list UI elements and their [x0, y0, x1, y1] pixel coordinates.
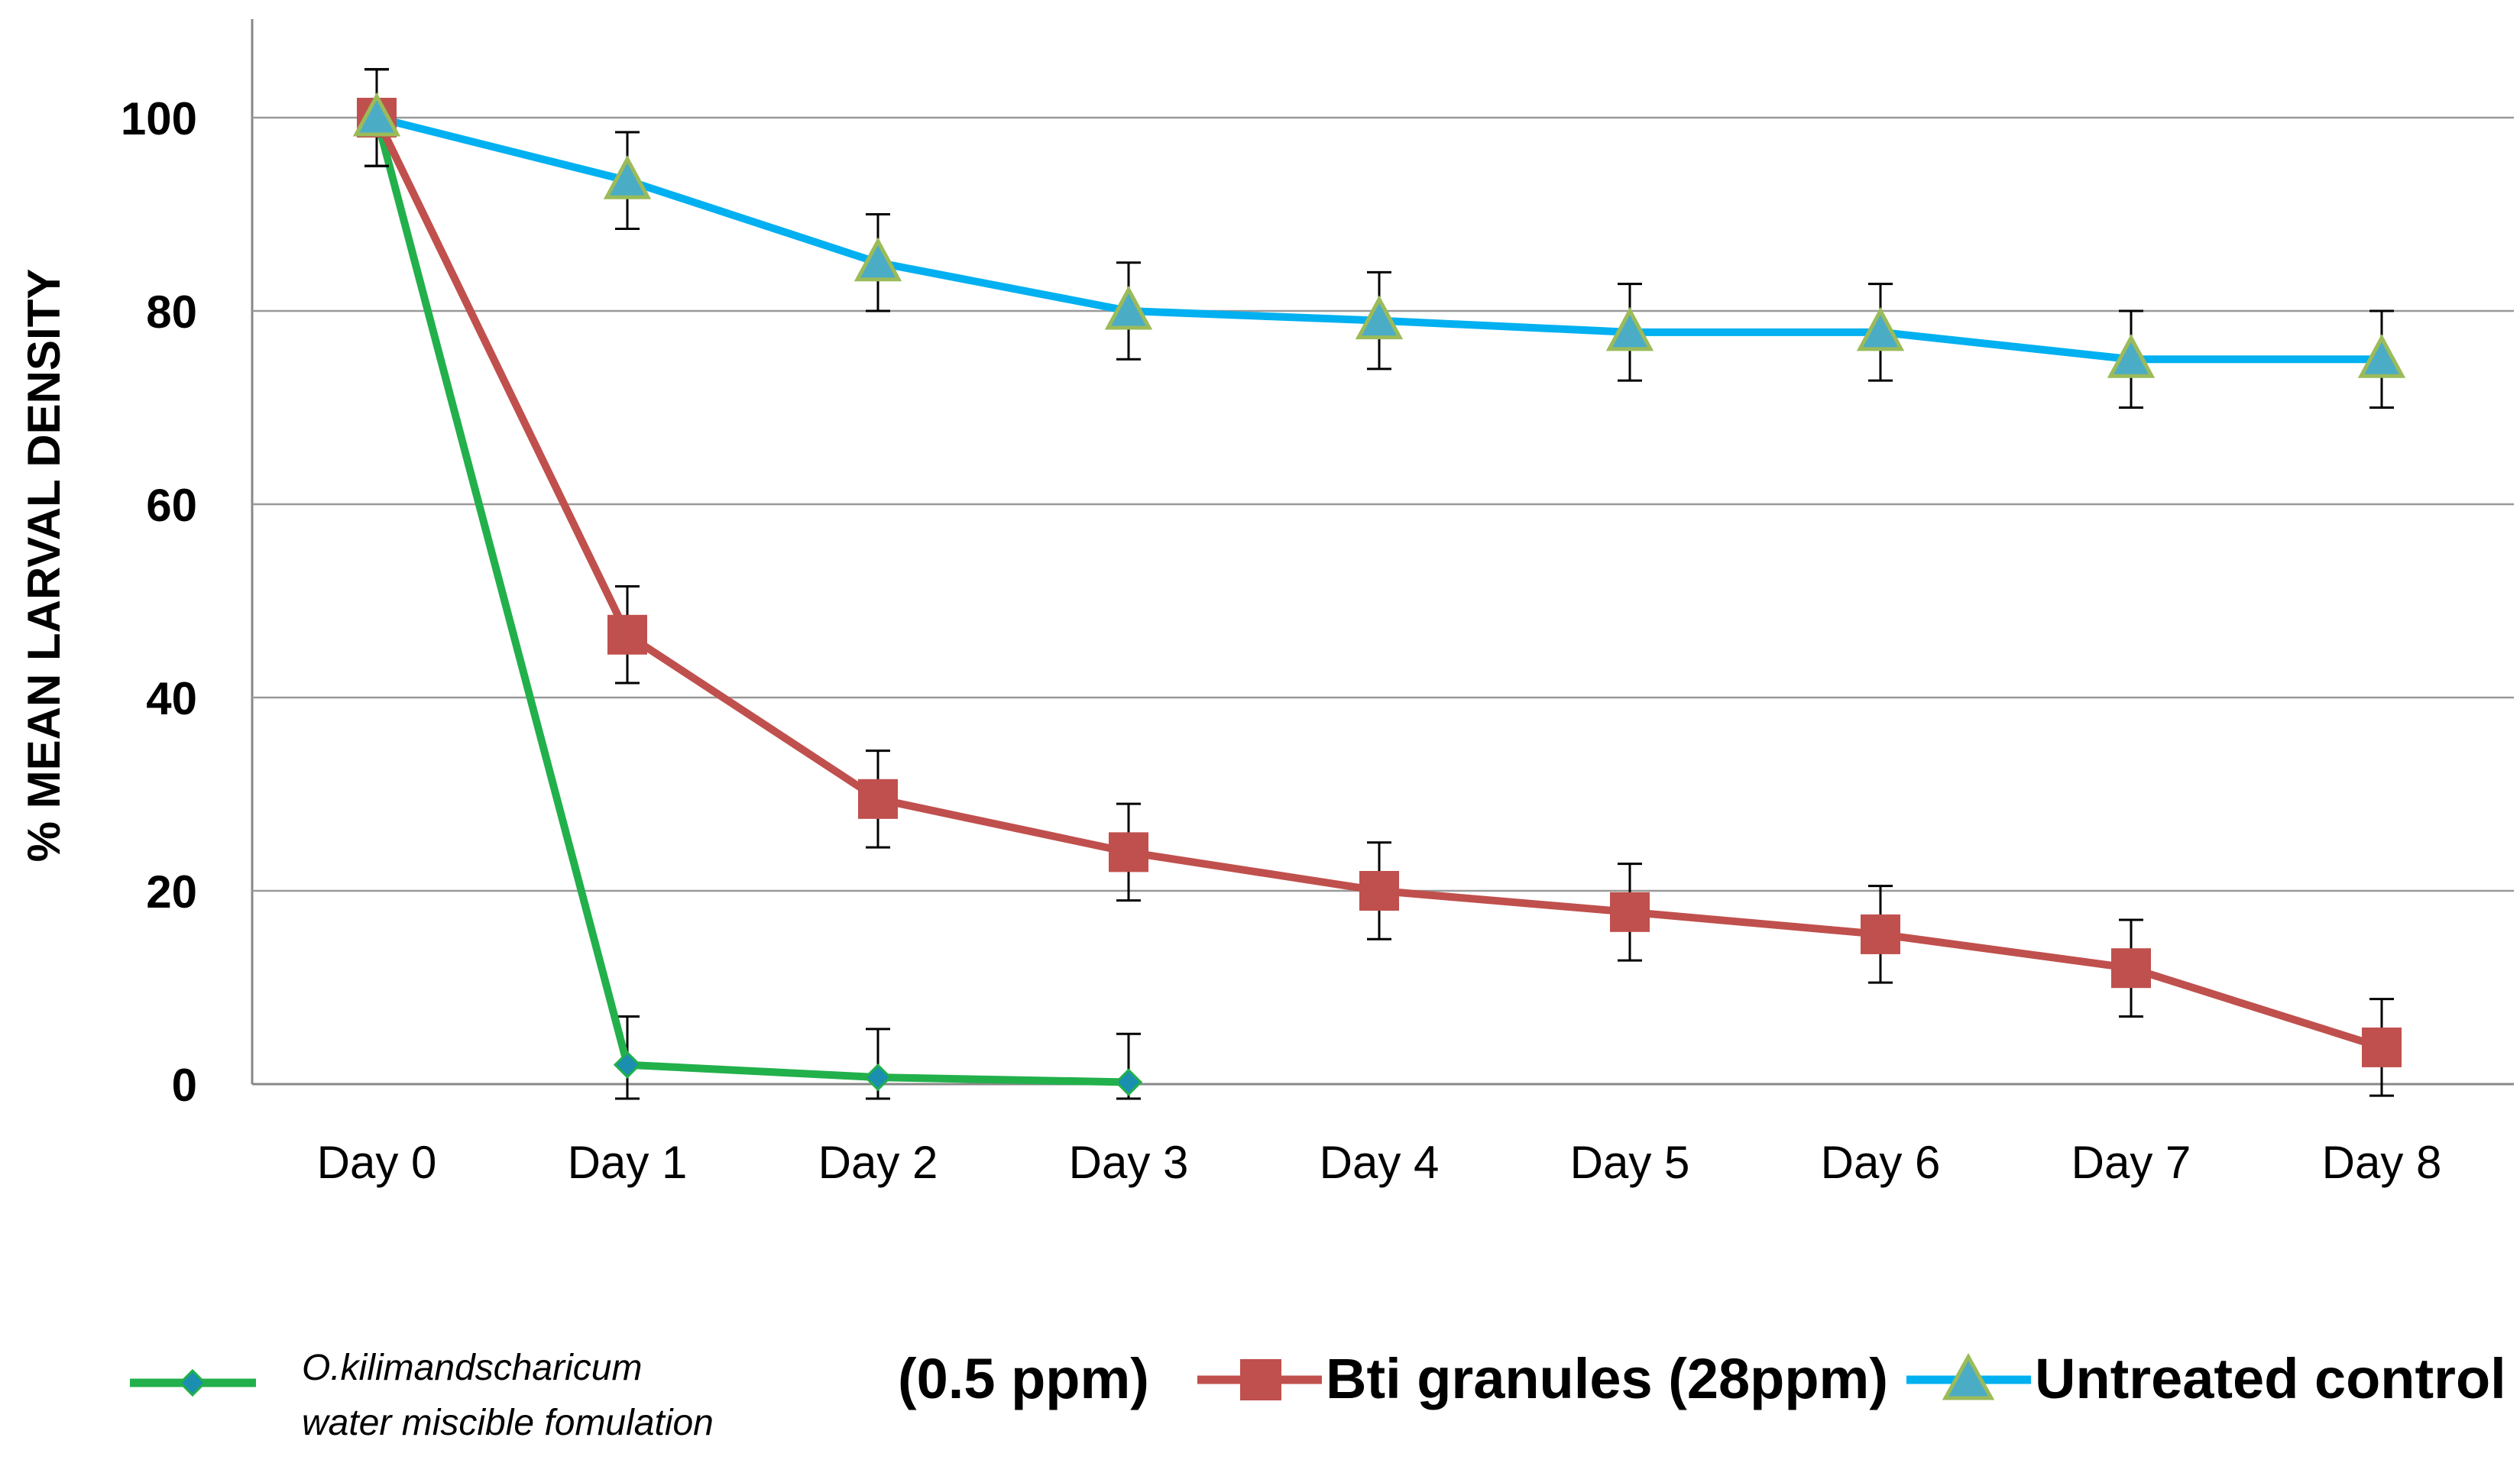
data-point-triangle	[2357, 333, 2406, 378]
y-tick-label: 60	[146, 480, 197, 531]
x-tick-label: Day 4	[1320, 1137, 1440, 1188]
data-point-triangle	[603, 154, 652, 199]
legend-item-untreated-control: Untreated control	[1906, 1347, 2506, 1410]
series-1	[364, 68, 2394, 1097]
legend-marker-square	[1240, 1359, 1281, 1400]
x-tick-label: Day 1	[568, 1137, 688, 1188]
data-point-diamond	[613, 1050, 642, 1079]
x-tick-label: Day 7	[2071, 1137, 2191, 1188]
x-tick-label: Day 5	[1570, 1137, 1690, 1188]
legend-label-line2: water miscible fomulation	[302, 1403, 714, 1443]
x-tick-label: Day 2	[818, 1137, 938, 1188]
data-point-square	[2111, 948, 2151, 989]
series	[352, 68, 2406, 1100]
x-tick-label: Day 6	[1821, 1137, 1941, 1188]
legend-label-bti-granules: Bti granules (28ppm)	[1326, 1347, 1888, 1410]
legend-marker-triangle	[1942, 1352, 1995, 1400]
x-tick-label: Day 0	[317, 1137, 437, 1188]
data-point-square	[1610, 892, 1650, 932]
y-tick-label: 100	[121, 93, 197, 144]
data-point-square	[1109, 832, 1148, 872]
legend-item-o-kilimandscharicum: O.kilimandscharicum water miscible fomul…	[130, 1347, 1149, 1443]
data-point-square	[607, 614, 647, 655]
data-point-square	[1359, 871, 1399, 911]
y-tick-label: 0	[172, 1060, 197, 1111]
legend-label-suffix: (0.5 ppm)	[898, 1347, 1149, 1410]
data-point-triangle	[1856, 306, 1905, 351]
data-point-triangle	[352, 92, 401, 137]
legend-marker-diamond	[178, 1368, 207, 1397]
data-point-triangle	[1104, 285, 1153, 330]
x-axis-ticks: Day 0 Day 1 Day 2 Day 3 Day 4 Day 5 Day 6 Day 7…	[317, 1137, 2442, 1188]
data-point-square	[2362, 1027, 2402, 1067]
x-tick-label: Day 3	[1069, 1137, 1189, 1188]
y-tick-label: 80	[146, 286, 197, 338]
legend-item-bti-granules: Bti granules (28ppm)	[1197, 1347, 1888, 1410]
data-point-triangle	[1605, 306, 1654, 351]
series-2	[364, 68, 2394, 409]
series-markers-0	[362, 103, 1143, 1096]
y-tick-label: 20	[146, 866, 197, 918]
data-point-diamond	[863, 1063, 892, 1092]
series-line	[373, 116, 1129, 1086]
data-point-triangle	[853, 237, 902, 282]
data-point-square	[1861, 914, 1900, 954]
legend-label-line1: O.kilimandscharicum	[302, 1348, 642, 1388]
legend: O.kilimandscharicum water miscible fomul…	[130, 1347, 2506, 1443]
data-point-triangle	[1355, 295, 1404, 340]
data-point-triangle	[2107, 333, 2156, 378]
y-axis-label: % MEAN LARVAL DENSITY	[18, 269, 70, 863]
y-tick-label: 40	[146, 673, 197, 724]
legend-label-untreated-control: Untreated control	[2035, 1347, 2506, 1410]
data-point-square	[858, 779, 898, 819]
series-markers-1	[357, 98, 2402, 1067]
x-tick-label: Day 8	[2322, 1137, 2442, 1188]
data-point-diamond	[1114, 1068, 1143, 1096]
series-markers-2	[352, 92, 2406, 378]
y-axis-ticks: 0 20 40 60 80 100	[121, 93, 197, 1111]
